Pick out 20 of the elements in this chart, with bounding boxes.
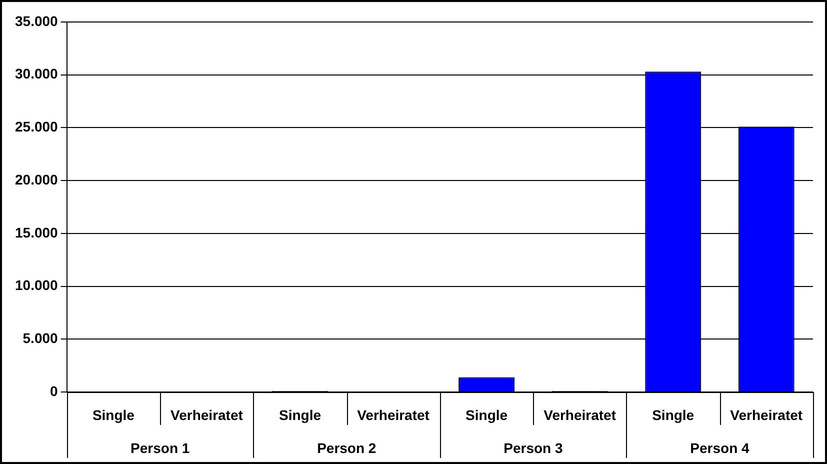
text: Person 1 xyxy=(130,440,190,456)
y-tick-label: 10.000 xyxy=(14,277,58,294)
text: Person 3 xyxy=(504,440,563,456)
x-tick-label: Verheiratet xyxy=(357,406,430,423)
x-tick-label: Single xyxy=(92,406,135,423)
y-tick-label: 20.000 xyxy=(14,171,58,188)
x-tick-label: Single xyxy=(652,406,694,423)
y-tick-label: 25.000 xyxy=(14,118,58,135)
y-tick-label: 5.000 xyxy=(22,330,58,346)
y-tick-label: 15.000 xyxy=(14,224,58,240)
text: Person 2 xyxy=(317,440,376,456)
y-tick-label: 0 xyxy=(50,382,58,399)
x-tick-label: Verheiratet xyxy=(544,406,616,423)
x-tick-label: Verheiratet xyxy=(170,406,244,423)
x-tick-label: Single xyxy=(466,406,508,423)
x-tick-label: Single xyxy=(278,406,322,423)
y-tick-label: 30.000 xyxy=(14,66,58,82)
text: Person 4 xyxy=(690,440,750,456)
x-tick-label: Verheiratet xyxy=(730,406,803,423)
y-tick-label: 35.000 xyxy=(14,12,58,29)
